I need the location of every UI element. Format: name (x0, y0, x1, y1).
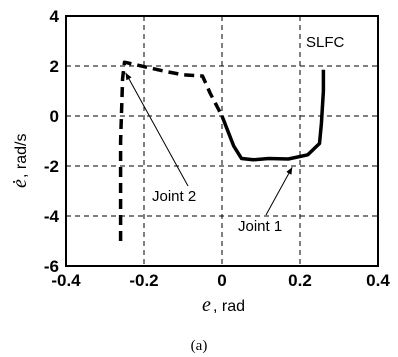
annotation-arrow-joint-2 (125, 72, 189, 187)
annotation-arrow-joint-1 (265, 167, 293, 216)
x-tick-label: 0 (217, 271, 226, 290)
x-axis-unit: , rad (213, 298, 245, 315)
x-tick-label: -0.4 (51, 271, 81, 290)
tick-labels: -0.4 -0.2 0 0.2 0.4 -6 -4 -2 0 2 4 (44, 7, 390, 290)
y-tick-label: 2 (50, 57, 59, 76)
annotation-joint-1: Joint 1 (238, 218, 282, 235)
y-axis-label: ė , rad/s (9, 134, 31, 188)
annotation-slfc: SLFC (306, 34, 345, 51)
y-tick-label: 0 (50, 107, 59, 126)
y-tick-label: -4 (44, 207, 60, 226)
x-tick-label: -0.2 (129, 271, 158, 290)
x-tick-label: 0.2 (288, 271, 312, 290)
y-tick-label: -2 (44, 157, 59, 176)
annotation-layer: Joint 2 Joint 1 SLFC (125, 34, 345, 235)
series-line-solid (220, 69, 326, 162)
annotation-joint-2: Joint 2 (152, 188, 196, 205)
y-axis-unit: , rad/s (13, 134, 30, 178)
series-line-dashed (118, 60, 224, 241)
grid (66, 16, 378, 266)
y-tick-label: 4 (50, 7, 60, 26)
plot-frame (65, 15, 379, 267)
y-tick-label: -6 (44, 257, 59, 276)
x-axis-symbol: e (202, 294, 211, 316)
x-tick-label: 0.4 (366, 271, 390, 290)
panel-label: (a) (191, 338, 208, 354)
y-axis-symbol: ė (9, 179, 31, 188)
series-layer (118, 60, 326, 241)
